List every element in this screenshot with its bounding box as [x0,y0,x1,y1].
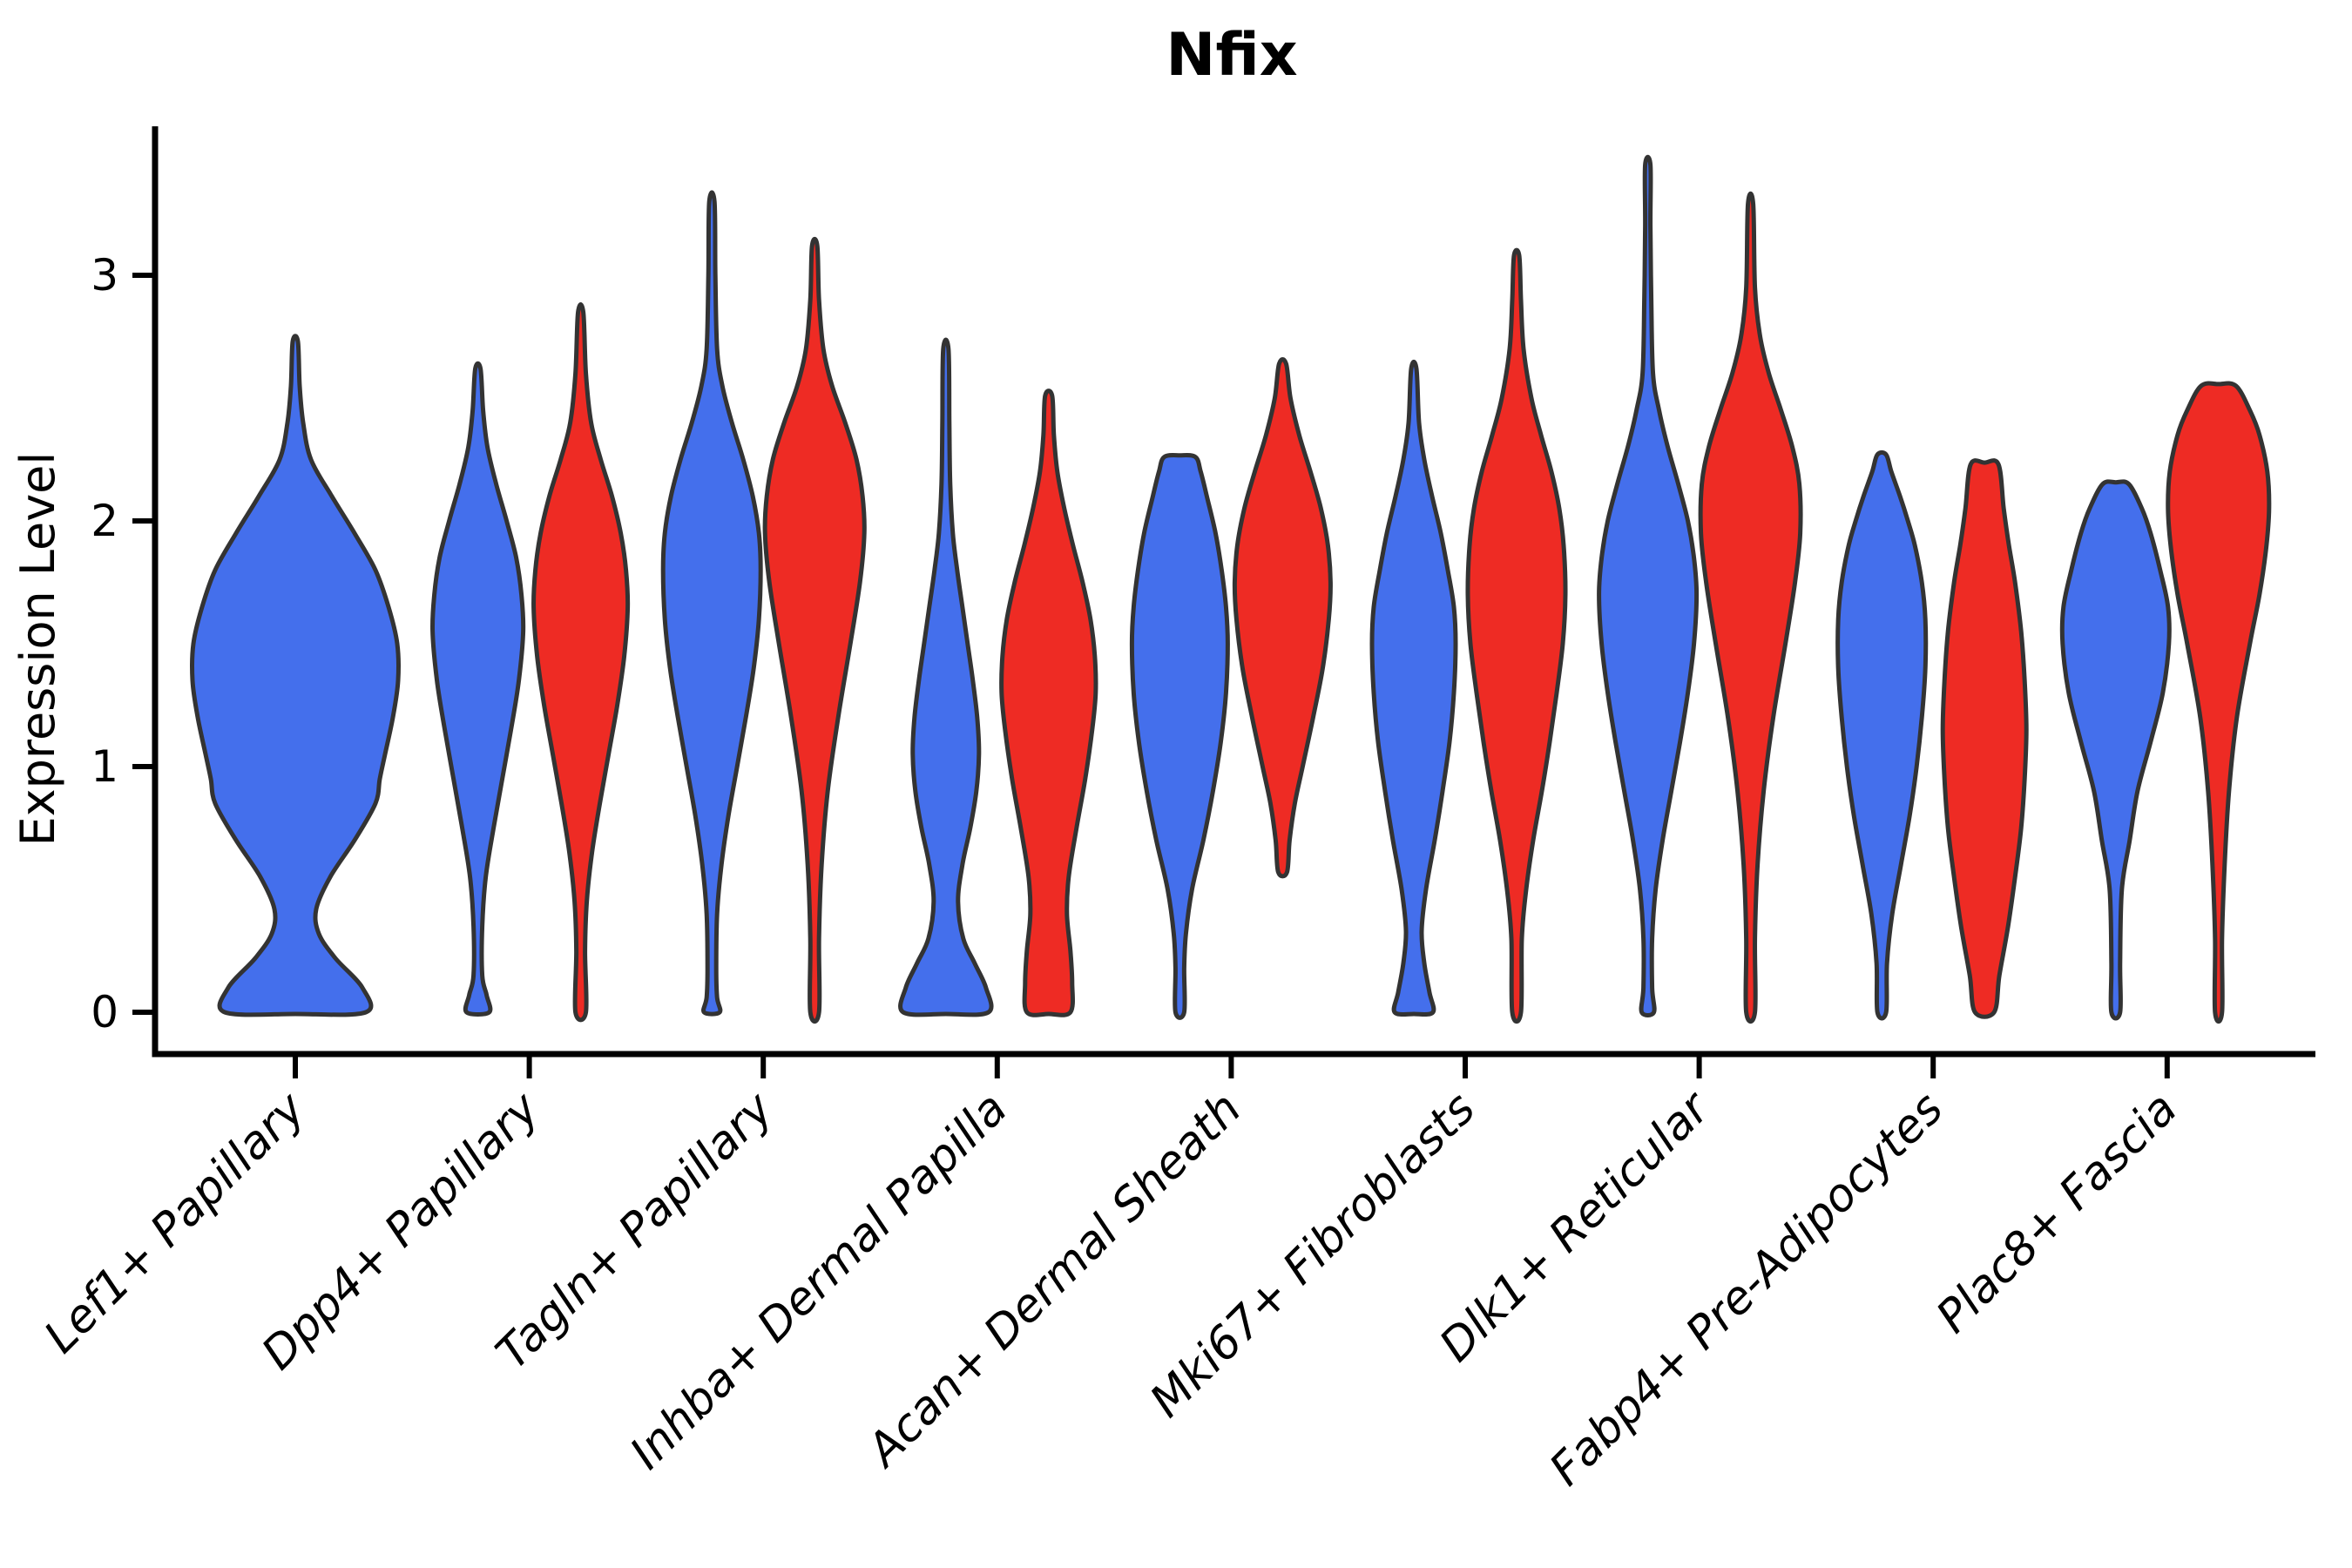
violin-condition-red-inhba-dermal-papilla [999,389,1098,1017]
y-tick-label: 1 [91,741,118,792]
violin-condition-blue-lef1-papillary [189,334,402,1017]
violin-condition-blue-fabp4-pre-adipocytes [1835,449,1929,1021]
x-tick-label-acan-dermal-sheath: Acan+ Dermal Sheath [856,1083,1252,1478]
violin-condition-red-acan-dermal-sheath [1232,357,1333,879]
y-ticks-layer: 0 1 2 3 [91,250,155,1037]
violin-condition-red-fabp4-pre-adipocytes [1940,458,2029,1019]
violin-condition-blue-dlk1-reticular [1597,154,1700,1018]
chart-title: Nfix [1166,21,1297,90]
x-tick-label-inhba-dermal-papilla: Inhba+ Dermal Papilla [620,1083,1017,1480]
violin-condition-red-plac8-fascia [2166,381,2272,1024]
violin-condition-blue-plac8-fascia [2059,479,2172,1021]
y-tick-label: 0 [91,987,118,1037]
violin-condition-red-dlk1-reticular [1698,191,1803,1024]
violin-condition-blue-tagln-papillary [660,190,763,1017]
violins-layer [189,154,2272,1024]
violin-condition-red-dpp4-papillary [531,301,631,1023]
violin-condition-red-mki67-fibroblasts [1465,247,1568,1024]
x-tick-label-fabp4-pre-adipocytes: Fabp4+ Pre-Adipocytes [1540,1083,1954,1497]
violin-condition-blue-dpp4-papillary [429,361,526,1017]
y-tick-label: 2 [91,496,118,546]
violin-condition-red-tagln-papillary [762,236,867,1024]
violin-condition-blue-mki67-fibroblasts [1369,359,1458,1017]
y-axis-label: Expression Level [10,452,65,847]
x-tick-label-plac8-fascia: Plac8+ Fascia [1927,1083,2187,1343]
y-tick-label: 3 [91,250,118,301]
violin-condition-blue-inhba-dermal-papilla [898,337,994,1017]
violin-condition-blue-acan-dermal-sheath [1129,452,1230,1020]
